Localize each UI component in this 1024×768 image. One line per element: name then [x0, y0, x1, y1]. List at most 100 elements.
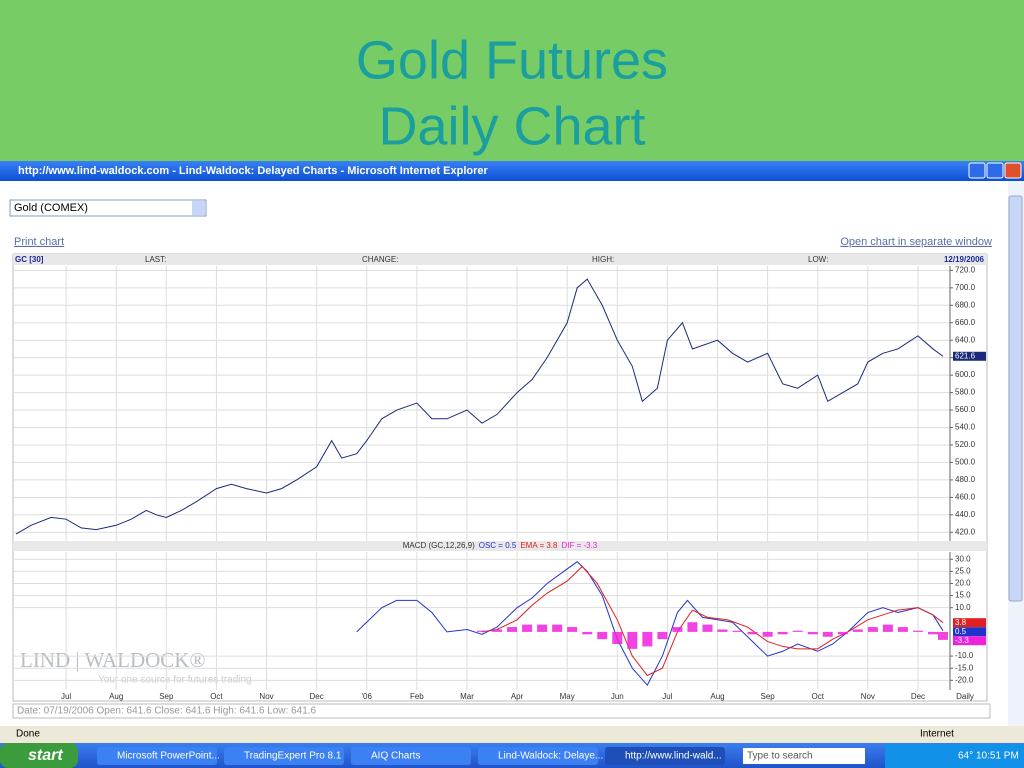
status-bar — [0, 726, 1024, 743]
x-axis-label: Daily — [956, 692, 974, 701]
macd-header — [13, 541, 987, 551]
y-tick-label: 660.0 — [955, 318, 976, 327]
histogram-bar — [912, 630, 923, 632]
histogram-bar — [567, 627, 578, 632]
symbol-dropdown[interactable] — [9, 199, 207, 217]
x-tick-label: '06 — [362, 692, 373, 701]
y-tick-label: 500.0 — [955, 458, 976, 467]
start-button[interactable] — [0, 743, 78, 768]
taskbar-button-label: Microsoft PowerPoint... — [117, 751, 220, 762]
histogram-bar — [657, 631, 668, 640]
info-line: Date: 07/19/2006 Open: 641.6 Close: 641.… — [17, 706, 317, 717]
x-tick-label: Jul — [662, 692, 672, 701]
x-tick-label: Apr — [511, 692, 524, 701]
y-tick-label: 600.0 — [955, 370, 976, 379]
search-box[interactable] — [743, 748, 865, 764]
last-value-label: 0.5 — [955, 627, 967, 636]
histogram-bar — [822, 631, 833, 637]
dropdown-arrow[interactable] — [192, 201, 205, 215]
series-line — [15, 278, 944, 535]
browser-content — [0, 181, 1024, 726]
last-value-tag — [953, 618, 986, 628]
scroll-thumb[interactable] — [1008, 195, 1023, 602]
histogram-bar — [867, 627, 878, 632]
x-tick-label: Nov — [259, 692, 273, 701]
y-tick-label: 720.0 — [955, 265, 976, 274]
minimize-button[interactable] — [968, 162, 986, 179]
taskbar-buttons: Microsoft PowerPoint... TradingExpert Pro… — [97, 747, 725, 765]
histogram-bar — [937, 631, 948, 640]
histogram-bar — [582, 631, 593, 635]
temperature: 64° — [958, 751, 973, 762]
y-tick-label: 640.0 — [955, 335, 976, 344]
print-link[interactable]: Print chart — [14, 236, 64, 248]
histogram-bar — [492, 629, 503, 632]
field-label: LOW: — [808, 255, 828, 264]
histogram-bar — [642, 631, 653, 647]
window-titlebar — [0, 161, 1024, 181]
y-tick-label: -20.0 — [955, 675, 974, 684]
y-tick-label: 25.0 — [955, 566, 971, 575]
histogram-bar — [612, 631, 623, 644]
zone-text: Internet — [920, 729, 954, 740]
histogram-bar — [627, 631, 638, 649]
x-tick-label: May — [560, 692, 575, 701]
last-value-label: 621.6 — [955, 351, 976, 360]
histogram-bar — [702, 624, 713, 632]
status-text: Done — [16, 729, 40, 740]
x-tick-label: Dec — [911, 692, 925, 701]
y-tick-label: 10.0 — [955, 603, 971, 612]
search-placeholder: Type to search — [747, 751, 813, 762]
close-button[interactable] — [1004, 162, 1022, 179]
taskbar-button[interactable] — [224, 747, 344, 765]
open-link[interactable]: Open chart in separate window — [840, 236, 992, 248]
x-tick-label: Nov — [861, 692, 875, 701]
last-value-tag — [953, 351, 986, 361]
histogram-bar — [552, 624, 563, 632]
symbol: GC [30] — [15, 255, 44, 264]
info-box — [12, 703, 991, 719]
x-tick-label: Dec — [310, 692, 324, 701]
taskbar-button[interactable] — [478, 747, 598, 765]
histogram-bar — [927, 631, 938, 635]
last-value-tag — [953, 636, 986, 646]
y-tick-label: 460.0 — [955, 492, 976, 501]
last-value-label: -3.3 — [955, 636, 969, 645]
maximize-button[interactable] — [986, 162, 1004, 179]
taskbar-button[interactable] — [351, 747, 471, 765]
taskbar-button-label: AIQ Charts — [371, 751, 420, 762]
y-tick-label: -10.0 — [955, 651, 974, 660]
slide-title: Daily Chart — [378, 96, 645, 156]
legend-entry: OSC = 0.5 — [479, 541, 517, 550]
clock: 10:51 PM — [976, 751, 1019, 762]
histogram-bar — [792, 630, 803, 632]
x-tick-label: Mar — [460, 692, 474, 701]
taskbar-button-label: http://www.lind-wald... — [625, 751, 722, 762]
histogram-bar — [897, 627, 908, 632]
taskbar-button-label: Lind-Waldock: Delaye... — [498, 751, 603, 762]
x-tick-label: Feb — [410, 692, 424, 701]
legend-entry: EMA = 3.8 — [520, 541, 558, 550]
histogram-bar — [882, 624, 893, 632]
taskbar-button-label: TradingExpert Pro 8.1 — [244, 751, 342, 762]
last-value-label: 3.8 — [955, 618, 967, 627]
x-tick-label: Jul — [61, 692, 71, 701]
x-tick-label: Sep — [159, 692, 174, 701]
y-tick-label: 30.0 — [955, 554, 971, 563]
y-tick-label: 540.0 — [955, 423, 976, 432]
histogram-bar — [672, 627, 683, 632]
y-tick-label: 15.0 — [955, 591, 971, 600]
histogram-bar — [762, 631, 773, 637]
macd-title-text: MACD (GC,12,26,9) — [403, 541, 475, 550]
y-tick-label: 680.0 — [955, 300, 976, 309]
histogram-bar — [837, 631, 848, 635]
y-tick-label: 520.0 — [955, 440, 976, 449]
tray — [885, 744, 1024, 768]
taskbar-button[interactable] — [97, 747, 217, 765]
histogram-bar — [597, 631, 608, 640]
histogram-bar — [732, 630, 743, 632]
taskbar-button[interactable] — [605, 747, 725, 765]
histogram-bar — [477, 630, 488, 632]
histogram-bar — [747, 631, 758, 635]
